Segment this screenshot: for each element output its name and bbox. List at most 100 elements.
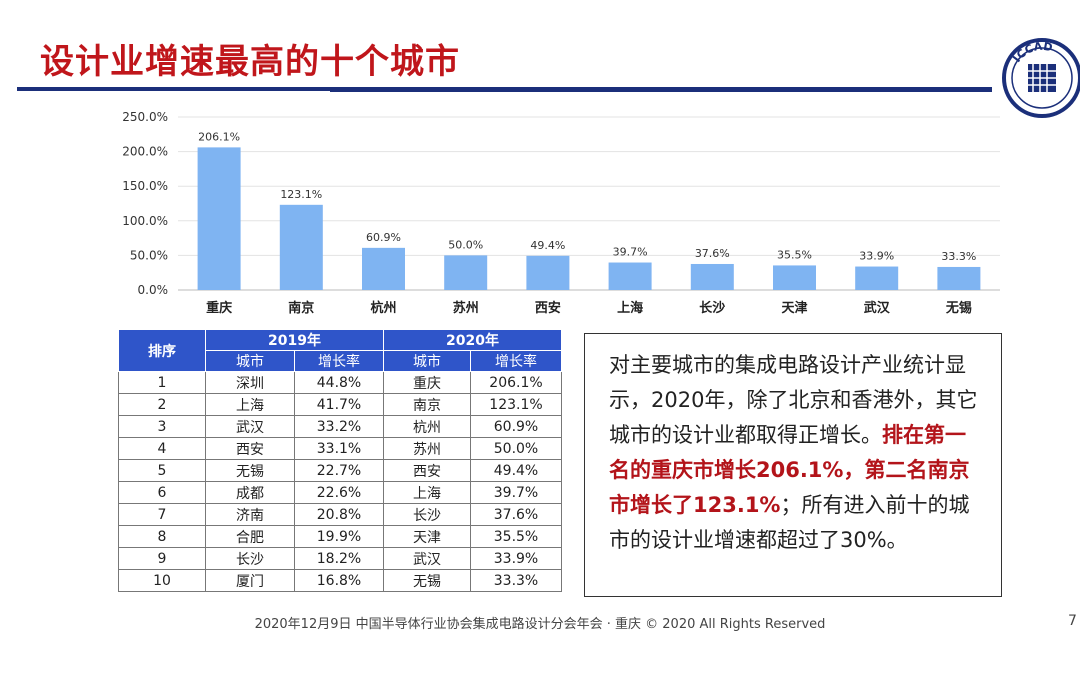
bar-value-label: 33.3% <box>941 250 976 263</box>
cell-rate-2020: 35.5% <box>470 525 562 548</box>
note-text: 对主要城市的集成电路设计产业统计显示，2020年，除了北京和香港外，其它城市的设… <box>609 353 978 447</box>
bar-value-label: 50.0% <box>448 238 483 251</box>
cell-rate-2019: 33.2% <box>294 415 384 438</box>
cell-city-2019: 无锡 <box>205 459 295 482</box>
cell-rate-2019: 20.8% <box>294 503 384 526</box>
cell-rank: 8 <box>118 525 206 548</box>
header-rate-2019: 增长率 <box>294 350 384 372</box>
cell-rate-2020: 39.7% <box>470 481 562 504</box>
bar <box>773 265 816 290</box>
cell-rank: 6 <box>118 481 206 504</box>
cell-city-2019: 深圳 <box>205 371 295 394</box>
cell-rank: 10 <box>118 569 206 592</box>
cell-city-2020: 无锡 <box>383 569 471 592</box>
summary-note: 对主要城市的集成电路设计产业统计显示，2020年，除了北京和香港外，其它城市的设… <box>584 333 1002 597</box>
table-row: 1 深圳 44.8% 重庆 206.1% <box>118 371 562 394</box>
growth-bar-chart: 0.0% 50.0% 100.0% 150.0% 200.0% 250.0% 206.1% 重… <box>122 110 1000 316</box>
cell-rank: 5 <box>118 459 206 482</box>
cell-rate-2019: 41.7% <box>294 393 384 416</box>
bar-value-label: 35.5% <box>777 248 812 261</box>
cell-rank: 9 <box>118 547 206 570</box>
header-rate-2020: 增长率 <box>470 350 562 372</box>
cell-rate-2020: 33.9% <box>470 547 562 570</box>
cell-rate-2020: 49.4% <box>470 459 562 482</box>
x-category-label: 上海 <box>617 300 643 316</box>
bar-value-label: 60.9% <box>366 231 401 244</box>
cell-city-2020: 上海 <box>383 481 471 504</box>
cell-rate-2019: 19.9% <box>294 525 384 548</box>
bar-value-label: 123.1% <box>280 188 322 201</box>
bar <box>526 255 570 290</box>
cell-city-2020: 杭州 <box>383 415 471 438</box>
x-category-label: 武汉 <box>864 300 891 316</box>
x-category-label: 长沙 <box>699 300 725 316</box>
table-row: 3 武汉 33.2% 杭州 60.9% <box>118 415 562 438</box>
x-category-label: 无锡 <box>945 300 972 316</box>
cell-rank: 2 <box>118 393 206 416</box>
y-tick-label: 250.0% <box>122 110 168 124</box>
x-category-label: 苏州 <box>453 300 479 316</box>
cell-city-2019: 西安 <box>205 437 295 460</box>
cell-city-2020: 苏州 <box>383 437 471 460</box>
cell-city-2020: 天津 <box>383 525 471 548</box>
bar-value-label: 37.6% <box>695 247 730 260</box>
cell-city-2019: 武汉 <box>205 415 295 438</box>
cell-rate-2019: 44.8% <box>294 371 384 394</box>
note-highlight: 排在第一名的重庆市增长206.1%，第二名南京市增长了123.1% <box>609 423 970 517</box>
cell-rate-2020: 50.0% <box>470 437 562 460</box>
y-tick-label: 200.0% <box>122 145 168 159</box>
x-category-label: 天津 <box>781 300 807 316</box>
bar <box>608 262 652 290</box>
y-tick-label: 0.0% <box>138 283 169 297</box>
slide-title: 设计业增速最高的十个城市 <box>40 42 460 82</box>
cell-city-2020: 武汉 <box>383 547 471 570</box>
x-category-label: 杭州 <box>370 300 396 316</box>
bar <box>690 263 734 290</box>
cell-city-2020: 西安 <box>383 459 471 482</box>
header-rank: 排序 <box>118 329 206 372</box>
bar-value-label: 206.1% <box>198 130 240 143</box>
table-row: 7 济南 20.8% 长沙 37.6% <box>118 503 562 526</box>
cell-city-2019: 济南 <box>205 503 295 526</box>
cell-rank: 3 <box>118 415 206 438</box>
note-text-end: ；所有进入前十的城市的设计业增速都超过了30%。 <box>609 493 970 552</box>
cell-rate-2020: 60.9% <box>470 415 562 438</box>
bar-value-label: 33.9% <box>859 250 894 263</box>
title-underline <box>17 87 992 91</box>
header-2019: 2019年 <box>205 329 384 351</box>
bar <box>937 266 981 290</box>
table-row: 10 厦门 16.8% 无锡 33.3% <box>118 569 562 592</box>
footer: 2020年12月9日 中国半导体行业协会集成电路设计分会年会 · 重庆 © 20… <box>254 617 826 632</box>
bar <box>855 266 899 290</box>
cell-city-2020: 重庆 <box>383 371 471 394</box>
bar <box>279 204 323 290</box>
header-city-2019: 城市 <box>205 350 295 372</box>
cell-rate-2020: 33.3% <box>470 569 562 592</box>
cell-rate-2020: 206.1% <box>470 371 562 394</box>
cell-rate-2019: 22.7% <box>294 459 384 482</box>
cell-city-2019: 合肥 <box>205 525 295 548</box>
cell-city-2019: 上海 <box>205 393 295 416</box>
y-tick-label: 100.0% <box>122 214 168 228</box>
cell-city-2019: 成都 <box>205 481 295 504</box>
cell-rank: 1 <box>118 371 206 394</box>
page-number: 7 <box>1068 613 1077 629</box>
bar <box>362 247 405 290</box>
cell-rank: 7 <box>118 503 206 526</box>
bar-value-label: 39.7% <box>613 246 648 259</box>
cell-city-2019: 厦门 <box>205 569 295 592</box>
header-2020: 2020年 <box>383 329 562 351</box>
cell-rate-2019: 33.1% <box>294 437 384 460</box>
cell-city-2020: 南京 <box>383 393 471 416</box>
table-row: 4 西安 33.1% 苏州 50.0% <box>118 437 562 460</box>
table-row: 5 无锡 22.7% 西安 49.4% <box>118 459 562 482</box>
bar <box>197 147 241 290</box>
city-ranking-table: 排序 2019年 2020年 城市 增长率 城市 增长率 1 深圳 44.8% 重庆 2… <box>118 329 562 592</box>
bar <box>444 255 488 290</box>
y-tick-label: 150.0% <box>122 179 168 193</box>
x-category-label: 南京 <box>288 300 314 316</box>
iccad-logo: ICCAD <box>1002 38 1080 118</box>
x-category-label: 西安 <box>535 300 561 316</box>
cell-city-2020: 长沙 <box>383 503 471 526</box>
bar-value-label: 49.4% <box>530 239 565 252</box>
